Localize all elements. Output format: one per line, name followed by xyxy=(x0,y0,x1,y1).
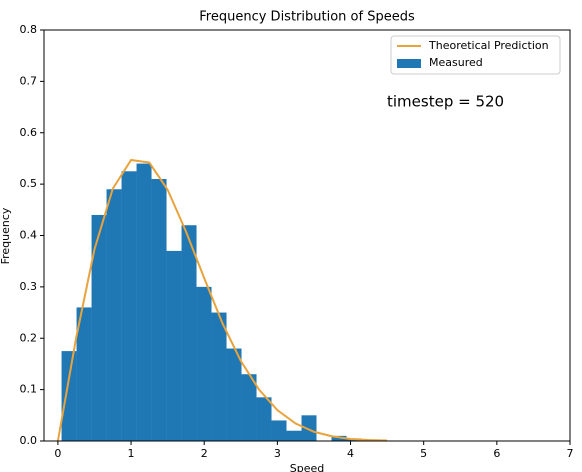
histogram-bar xyxy=(91,214,107,441)
y-tick-label: 0.8 xyxy=(20,23,38,36)
histogram-bar xyxy=(181,225,197,441)
histogram-bar xyxy=(211,312,227,441)
chart-title: Frequency Distribution of Speeds xyxy=(199,10,415,25)
y-tick-label: 0.0 xyxy=(20,434,38,447)
histogram-bar xyxy=(271,420,287,441)
y-tick-label: 0.5 xyxy=(20,177,38,190)
histogram-bar xyxy=(136,163,152,441)
y-tick-label: 0.3 xyxy=(20,280,38,293)
histogram-bar xyxy=(331,435,347,441)
annotation: timestep = 520 xyxy=(387,93,504,111)
y-tick-label: 0.6 xyxy=(20,126,38,139)
legend-label: Theoretical Prediction xyxy=(428,39,549,52)
legend-label: Measured xyxy=(429,56,483,69)
histogram-bar xyxy=(256,397,272,441)
x-tick-label: 6 xyxy=(493,447,500,460)
histogram-bar xyxy=(151,178,167,442)
x-tick-label: 4 xyxy=(347,447,354,460)
x-axis-label: Speed xyxy=(290,462,324,472)
legend: Theoretical Prediction Measured xyxy=(390,35,561,75)
y-tick-label: 0.4 xyxy=(20,229,38,242)
y-tick-label: 0.2 xyxy=(20,331,38,344)
y-tick-label: 0.1 xyxy=(20,383,38,396)
theory-line xyxy=(56,158,388,442)
histogram-bar xyxy=(76,307,92,441)
x-tick-label: 7 xyxy=(567,447,574,460)
y-tick-label: 0.7 xyxy=(20,74,38,87)
x-tick-label: 0 xyxy=(54,447,61,460)
histogram-bar xyxy=(61,351,77,441)
histogram-bar xyxy=(301,415,317,441)
legend-box xyxy=(390,35,561,75)
histogram-bar xyxy=(121,171,137,441)
histogram-bar xyxy=(106,189,122,441)
x-tick-label: 2 xyxy=(201,447,208,460)
legend-patch xyxy=(397,59,421,68)
histogram-bar xyxy=(226,348,242,441)
histogram-bar xyxy=(286,430,302,441)
histogram-bar xyxy=(196,286,212,441)
x-tick-label: 1 xyxy=(128,447,135,460)
x-tick-label: 5 xyxy=(420,447,427,460)
histogram-bar xyxy=(241,374,257,441)
y-axis-label: Frequency xyxy=(0,207,12,264)
histogram-bar xyxy=(166,250,182,441)
x-tick-label: 3 xyxy=(274,447,281,460)
